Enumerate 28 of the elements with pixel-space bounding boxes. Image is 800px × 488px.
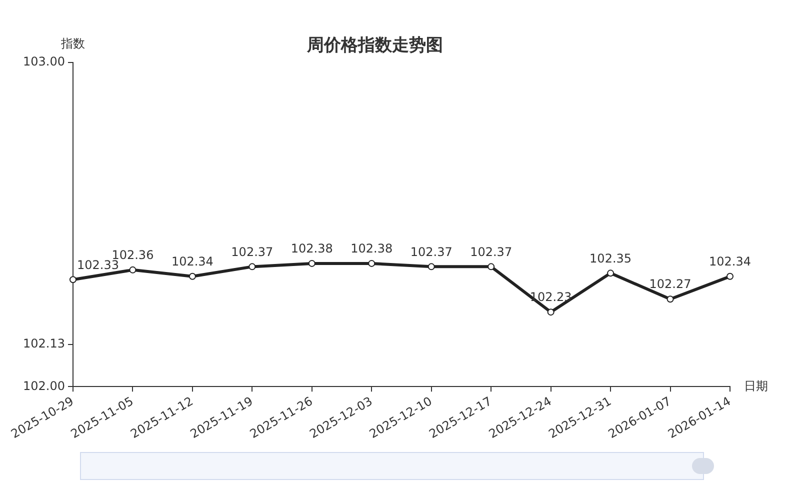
point [248,263,256,270]
y-tick-label: 102.13 [22,336,65,351]
point [726,272,734,280]
point [428,263,435,270]
point [368,260,376,267]
point [488,263,495,270]
data-label: 102.37 [470,244,512,259]
point [69,276,76,284]
y-axis-title: 指数 [60,36,85,51]
y-tick-label: 102.00 [22,378,65,393]
data-label: 102.35 [590,251,632,266]
y-tick-label: 103.00 [22,54,65,69]
point [547,308,554,316]
data-label: 102.38 [350,242,393,256]
x-axis-title: 日期 [744,378,768,393]
chart-title: 周价格指数走势图 [306,36,443,56]
point [188,272,196,280]
point [308,260,316,267]
point [129,266,136,274]
data-label: 102.33 [76,258,119,272]
data-label: 102.37 [231,244,274,259]
data-label: 102.38 [290,242,333,256]
point [607,270,614,277]
data-label: 102.34 [171,254,214,269]
data-label: 102.34 [709,254,751,269]
point [666,296,674,303]
data-label: 102.27 [649,277,692,292]
data-label: 102.37 [410,244,452,259]
